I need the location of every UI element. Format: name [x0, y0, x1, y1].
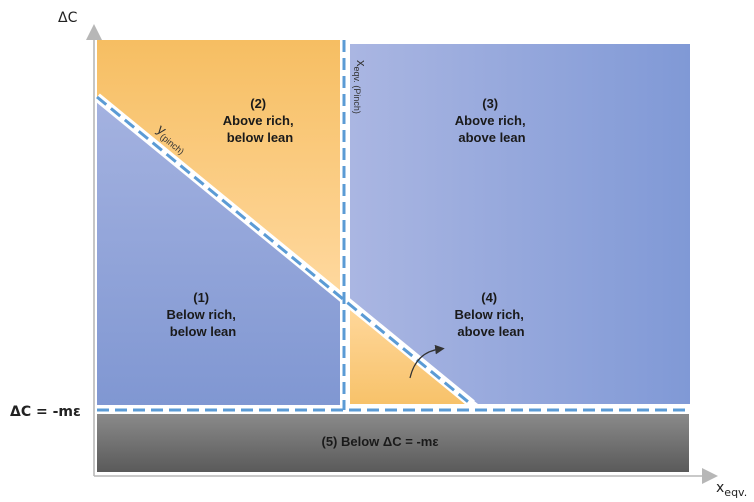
- region-1-area: [97, 100, 340, 405]
- region-1-label: (1) Below rich, below lean: [167, 290, 240, 339]
- region-4-label-line3: above lean: [457, 324, 524, 339]
- region-3-label-line3: above lean: [458, 130, 525, 145]
- region-1-label-line2: Below rich,: [167, 307, 236, 322]
- region-2-area: [97, 40, 340, 300]
- region-2-label-line3: below lean: [227, 130, 294, 145]
- x-axis-label: xeqv.: [716, 480, 747, 499]
- region-3-label-line1: (3): [482, 96, 498, 111]
- region-4-label-line1: (4): [481, 290, 497, 305]
- region-2-label-line1: (2): [250, 96, 266, 111]
- x-axis-label-sub: eqv.: [724, 486, 747, 499]
- x-axis-label-main: x: [716, 480, 724, 496]
- region-4-label-line2: Below rich,: [455, 307, 524, 322]
- pinch-dashed-line: [96, 95, 473, 407]
- y-axis-label: ΔC: [58, 10, 78, 26]
- region-3-label-line2: Above rich,: [455, 113, 526, 128]
- baseline-label: ΔC = -mε: [10, 404, 81, 420]
- region-3-4-area: [350, 44, 690, 404]
- vertical-line-label: xeqv. (Pinch): [352, 60, 369, 114]
- region-1-label-line1: (1): [193, 290, 209, 305]
- region-3-label: (3) Above rich, above lean: [455, 96, 529, 145]
- region-4-label: (4) Below rich, above lean: [455, 290, 528, 339]
- vertical-line-label-sub: eqv. (Pinch): [352, 67, 362, 114]
- curved-arrow-icon: [409, 344, 445, 379]
- region-2-label: (2) Above rich, below lean: [223, 96, 297, 145]
- region-5-label: (5) Below ΔC = -mε: [322, 434, 439, 449]
- region-1-label-line3: below lean: [170, 324, 237, 339]
- region-5-area: [97, 414, 689, 472]
- region-5-label-line1: (5) Below ΔC = -mε: [322, 434, 439, 449]
- vertical-line-label-main: x: [354, 60, 369, 67]
- region-2-label-line2: Above rich,: [223, 113, 294, 128]
